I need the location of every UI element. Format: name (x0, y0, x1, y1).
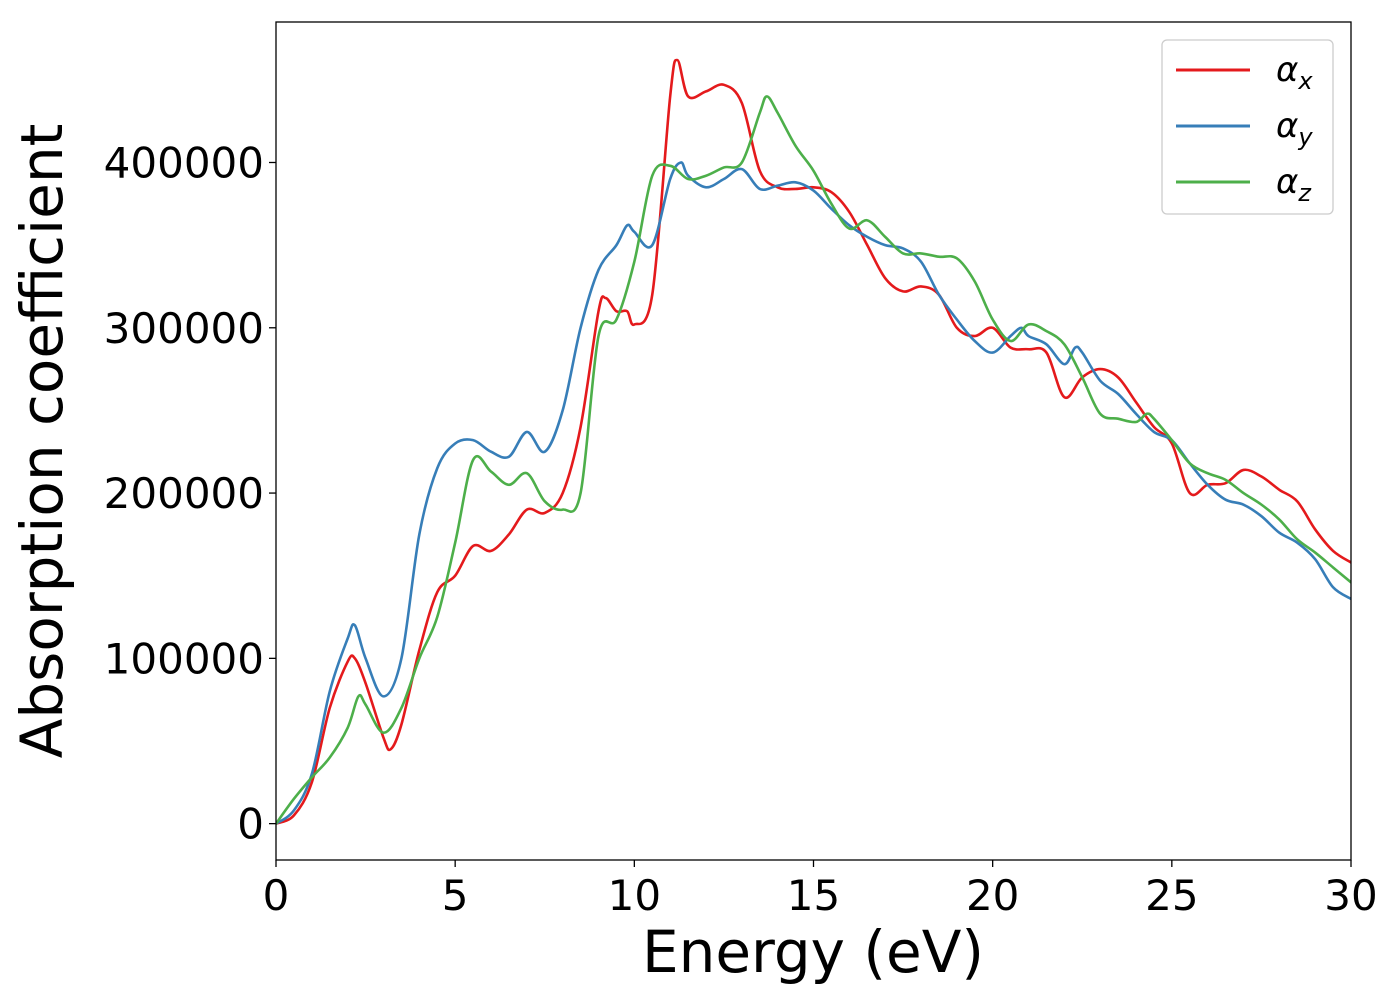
y-axis-ticks: 0 100000 200000 300000 400000 (104, 138, 276, 849)
y-axis-label: Absorption coefficient (8, 124, 76, 759)
x-tick-label: 15 (787, 871, 840, 920)
series-line-alpha-z (276, 95, 1351, 825)
legend-label-alpha-y: αy (1276, 106, 1313, 151)
x-tick-label: 0 (263, 871, 290, 920)
x-tick-label: 25 (1145, 871, 1198, 920)
series-layer (276, 58, 1351, 825)
x-axis-ticks: 0 5 10 15 20 25 30 (263, 860, 1378, 920)
legend-label-alpha-x: αx (1276, 50, 1313, 95)
legend-label-alpha-z: αz (1276, 162, 1312, 207)
legend-entries: αx αy αz (1176, 50, 1313, 207)
x-tick-label: 5 (442, 871, 469, 920)
x-tick-label: 20 (966, 871, 1019, 920)
y-tick-label: 300000 (104, 304, 264, 353)
y-tick-label: 200000 (104, 469, 264, 518)
x-tick-label: 10 (608, 871, 661, 920)
y-tick-label: 400000 (104, 138, 264, 187)
y-tick-label: 100000 (104, 634, 264, 683)
legend: αx αy αz (1161, 39, 1334, 215)
x-axis-label: Energy (eV) (642, 918, 984, 986)
x-tick-label: 30 (1324, 871, 1377, 920)
series-line-alpha-y (276, 161, 1351, 825)
series-line-alpha-x (276, 58, 1351, 825)
y-tick-label: 0 (237, 800, 264, 849)
